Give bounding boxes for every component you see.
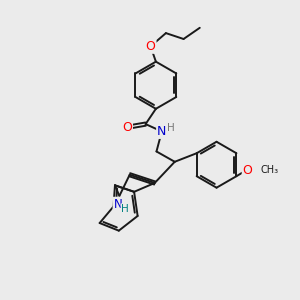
Text: N: N [157, 125, 167, 138]
Text: O: O [243, 164, 253, 177]
Text: O: O [146, 40, 155, 53]
Text: H: H [167, 123, 175, 133]
Text: CH₃: CH₃ [261, 165, 279, 175]
Text: N: N [113, 198, 122, 211]
Text: H: H [122, 204, 129, 214]
Text: O: O [122, 121, 132, 134]
